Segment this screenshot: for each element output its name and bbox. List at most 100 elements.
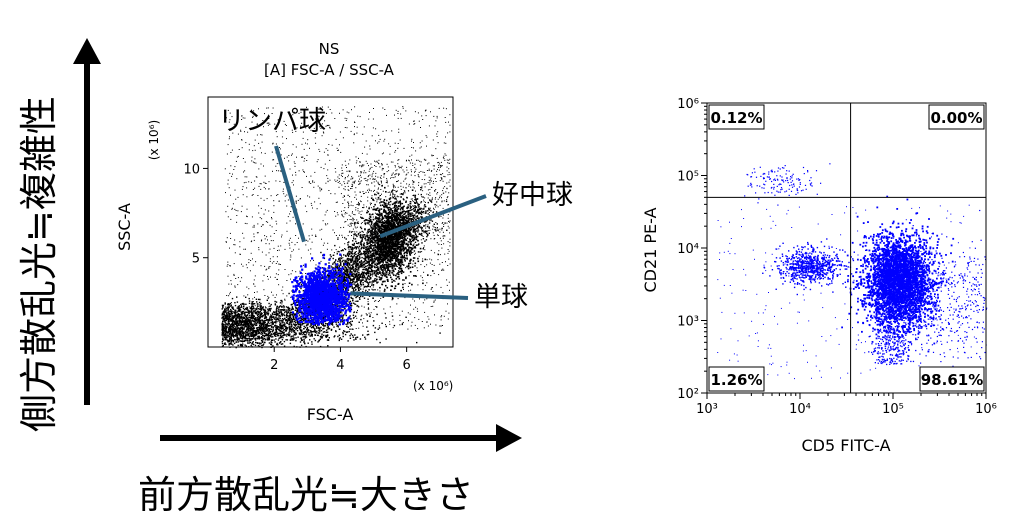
- event-point: [439, 197, 440, 199]
- event-point: [254, 180, 256, 182]
- event-point: [416, 212, 418, 214]
- event-point: [378, 134, 380, 136]
- event-point: [349, 266, 352, 268]
- event-point: [318, 108, 320, 110]
- event-point: [231, 328, 233, 331]
- event-point: [306, 211, 308, 213]
- event-point: [259, 217, 261, 219]
- event-point: [376, 256, 378, 258]
- event-point: [338, 265, 340, 268]
- event-point: [231, 208, 233, 210]
- event-point: [247, 331, 249, 333]
- event-point: [389, 248, 391, 250]
- event-point: [438, 216, 440, 218]
- event-point: [417, 328, 419, 330]
- event-point: [376, 306, 378, 308]
- event-point: [304, 317, 306, 319]
- event-point: [334, 193, 336, 195]
- event-point: [226, 332, 228, 334]
- event-point: [285, 310, 287, 312]
- event-point: [258, 185, 260, 187]
- event-point: [224, 308, 226, 311]
- event-point: [355, 227, 357, 229]
- event-point: [295, 201, 297, 203]
- event-point: [256, 338, 259, 340]
- event-point: [245, 331, 247, 333]
- event-point: [233, 311, 236, 314]
- event-point: [264, 319, 267, 322]
- event-point: [436, 157, 438, 159]
- event-point: [295, 271, 297, 273]
- event-point: [286, 319, 288, 322]
- event-point: [347, 224, 349, 226]
- event-point: [230, 304, 232, 306]
- event-point: [391, 315, 394, 317]
- event-point: [300, 326, 302, 329]
- event-point: [276, 163, 278, 165]
- event-point: [251, 315, 253, 317]
- event-point: [359, 161, 361, 163]
- event-point: [322, 244, 324, 246]
- event-point: [336, 212, 338, 214]
- event-point: [349, 334, 351, 337]
- event-point: [277, 245, 279, 247]
- event-point: [367, 200, 369, 202]
- event-point: [229, 302, 232, 305]
- event-point: [252, 301, 254, 303]
- event-point: [261, 141, 263, 143]
- event-point: [257, 298, 260, 301]
- event-point: [246, 223, 248, 225]
- event-point: [357, 208, 359, 210]
- event-point: [234, 286, 236, 288]
- event-point: [277, 326, 280, 328]
- event-point: [321, 135, 323, 137]
- event-point: [232, 331, 234, 333]
- event-point: [225, 241, 227, 243]
- event-point: [258, 108, 259, 110]
- event-point: [296, 320, 299, 322]
- event-point: [277, 250, 278, 251]
- event-point: [334, 211, 336, 212]
- event-point: [252, 308, 254, 310]
- event-point: [409, 155, 411, 157]
- event-point: [347, 176, 349, 178]
- event-point: [223, 333, 225, 335]
- event-point: [260, 134, 262, 136]
- event-point: [402, 198, 405, 200]
- event-point: [337, 335, 339, 338]
- event-point: [279, 322, 281, 324]
- event-point: [290, 309, 293, 311]
- event-point: [295, 332, 297, 334]
- event-point: [228, 121, 230, 123]
- event-point: [234, 244, 236, 246]
- event-point: [356, 242, 358, 244]
- event-point: [360, 195, 362, 197]
- event-point: [326, 209, 328, 211]
- event-point: [331, 322, 333, 324]
- event-point: [310, 323, 312, 325]
- event-point: [227, 320, 230, 323]
- event-point: [309, 339, 311, 341]
- event-point: [252, 258, 253, 260]
- event-point: [266, 312, 268, 314]
- event-point: [434, 125, 436, 127]
- event-point: [266, 330, 268, 332]
- event-point: [341, 164, 343, 166]
- event-point: [306, 106, 307, 108]
- event-point: [314, 201, 316, 203]
- event-point: [410, 186, 412, 188]
- event-point: [251, 343, 253, 345]
- event-point: [413, 243, 415, 245]
- event-point: [225, 211, 227, 213]
- event-point: [303, 333, 306, 336]
- event-point: [282, 190, 284, 192]
- event-point: [326, 248, 328, 250]
- event-point: [238, 332, 240, 334]
- event-point: [392, 272, 394, 274]
- event-point: [225, 317, 228, 319]
- event-point: [354, 224, 356, 226]
- event-point: [441, 179, 443, 181]
- event-point: [228, 344, 230, 346]
- event-point: [243, 320, 245, 322]
- event-point: [371, 282, 373, 284]
